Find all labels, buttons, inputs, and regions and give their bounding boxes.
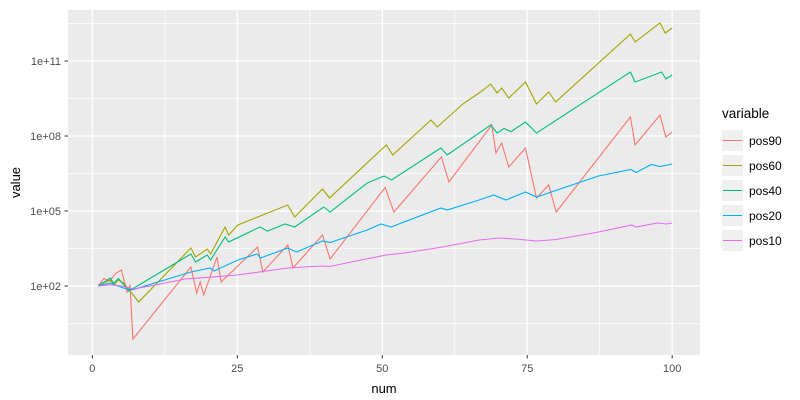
series-line-pos20 xyxy=(98,163,673,291)
y-axis-title: value xyxy=(8,166,23,199)
legend-label: pos90 xyxy=(749,133,782,148)
legend-label: pos40 xyxy=(749,183,782,198)
series-line-pos40 xyxy=(97,71,673,292)
legend-item-pos40: pos40 xyxy=(722,178,782,203)
legend-item-pos90: pos90 xyxy=(722,128,782,153)
legend-key-line xyxy=(723,240,742,241)
legend-title: variable xyxy=(722,106,770,121)
x-tick-label: 25 xyxy=(231,363,243,375)
legend-key-swatch xyxy=(722,130,743,151)
series-line-pos10 xyxy=(98,222,673,290)
y-tick-label: 1e+02 xyxy=(30,281,61,293)
legend-key-line xyxy=(723,140,742,141)
series-line-pos60 xyxy=(97,22,673,303)
legend-item-pos60: pos60 xyxy=(722,153,782,178)
x-tick-label: 100 xyxy=(663,363,681,375)
series-line-pos90 xyxy=(97,113,673,341)
legend-key-line xyxy=(723,215,742,216)
legend: variable pos90 pos60 pos40 pos20 pos10 xyxy=(722,106,782,253)
y-tick-label: 1e+11 xyxy=(31,56,61,68)
legend-key-line xyxy=(723,165,742,166)
legend-key-swatch xyxy=(722,205,743,226)
panel-background xyxy=(68,10,700,355)
legend-key-swatch xyxy=(722,230,743,251)
x-tick-label: 50 xyxy=(376,363,388,375)
legend-label: pos20 xyxy=(749,208,782,223)
y-tick-label: 1e+05 xyxy=(30,206,61,218)
legend-label: pos10 xyxy=(749,233,782,248)
x-tick-label: 0 xyxy=(89,363,95,375)
legend-item-pos10: pos10 xyxy=(722,228,782,253)
y-tick-label: 1e+08 xyxy=(30,131,61,143)
x-axis-title: num xyxy=(371,381,397,396)
legend-label: pos60 xyxy=(749,158,782,173)
legend-key-swatch xyxy=(722,155,743,176)
x-tick-label: 75 xyxy=(521,363,533,375)
legend-items: pos90 pos60 pos40 pos20 pos10 xyxy=(722,128,782,253)
legend-key-line xyxy=(723,190,742,191)
legend-key-swatch xyxy=(722,180,743,201)
legend-item-pos20: pos20 xyxy=(722,203,782,228)
